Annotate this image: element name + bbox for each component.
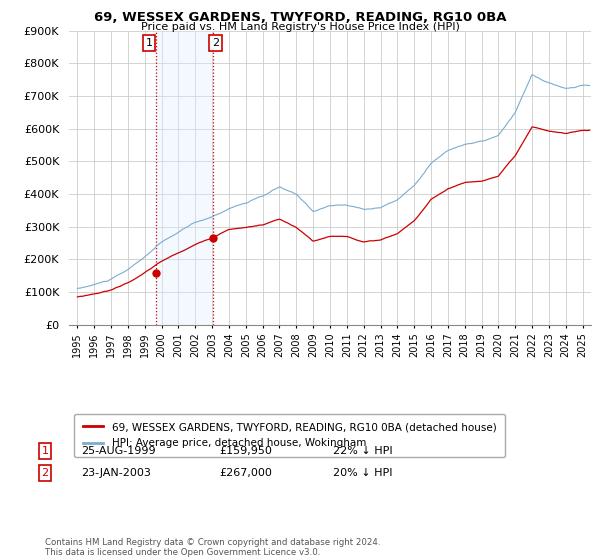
Text: 2: 2 — [41, 468, 49, 478]
Text: Contains HM Land Registry data © Crown copyright and database right 2024.
This d: Contains HM Land Registry data © Crown c… — [45, 538, 380, 557]
Text: 23-JAN-2003: 23-JAN-2003 — [81, 468, 151, 478]
Text: 22% ↓ HPI: 22% ↓ HPI — [333, 446, 392, 456]
Text: 25-AUG-1999: 25-AUG-1999 — [81, 446, 155, 456]
Text: 20% ↓ HPI: 20% ↓ HPI — [333, 468, 392, 478]
Text: Price paid vs. HM Land Registry's House Price Index (HPI): Price paid vs. HM Land Registry's House … — [140, 22, 460, 32]
Text: 2: 2 — [212, 38, 219, 48]
Bar — [155, 31, 213, 325]
Text: 69, WESSEX GARDENS, TWYFORD, READING, RG10 0BA: 69, WESSEX GARDENS, TWYFORD, READING, RG… — [94, 11, 506, 24]
Text: £159,950: £159,950 — [219, 446, 272, 456]
Legend: 69, WESSEX GARDENS, TWYFORD, READING, RG10 0BA (detached house), HPI: Average pr: 69, WESSEX GARDENS, TWYFORD, READING, RG… — [74, 414, 505, 457]
Text: 1: 1 — [145, 38, 152, 48]
Text: £267,000: £267,000 — [219, 468, 272, 478]
Text: 1: 1 — [41, 446, 49, 456]
